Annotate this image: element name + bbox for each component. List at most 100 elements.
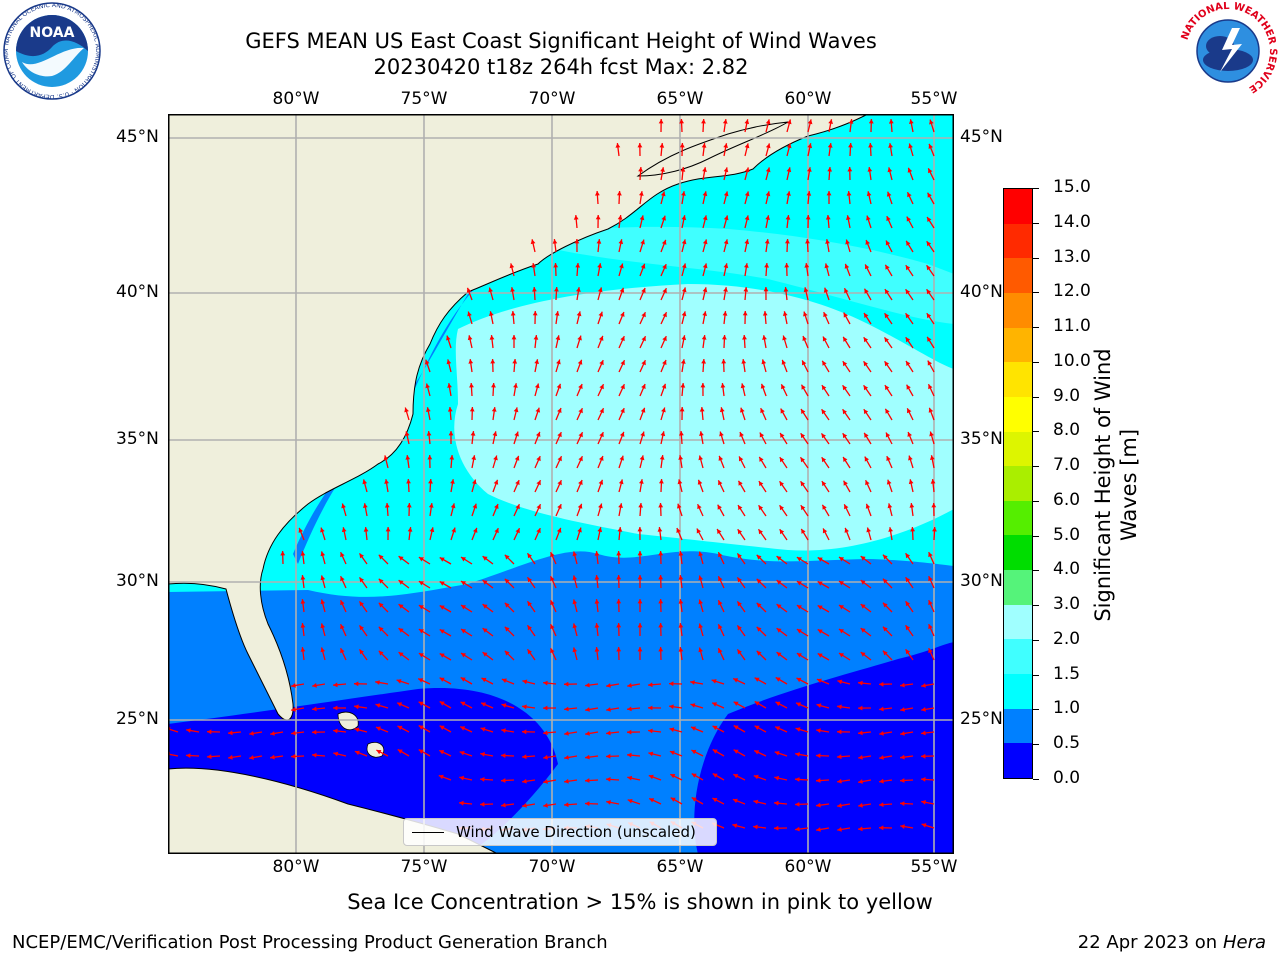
wave-arrow-head — [825, 239, 830, 244]
wave-arrow-head — [885, 408, 890, 414]
wave-arrow-head — [900, 754, 905, 760]
wave-arrow-head — [718, 480, 723, 486]
wave-arrow-head — [677, 479, 683, 485]
wave-arrow-head — [451, 527, 456, 533]
wave-arrow-head — [320, 623, 326, 629]
wave-arrow-head — [926, 241, 932, 247]
lat-label-left: 25°N — [116, 709, 159, 729]
lon-label-top: 70°W — [528, 89, 576, 109]
wave-arrow-head — [795, 752, 800, 757]
wave-arrow-head — [578, 408, 583, 414]
wave-arrow-head — [527, 553, 532, 559]
wave-arrow-head — [723, 167, 729, 173]
wave-arrow-head — [363, 503, 368, 508]
colorbar-tick-mark — [1033, 188, 1039, 189]
wave-arrow-head — [340, 624, 345, 630]
wave-arrow-head — [354, 681, 359, 687]
wave-arrow-head — [564, 778, 569, 784]
colorbar-tick-label: 4.0 — [1053, 559, 1081, 580]
colorbar-segment — [1004, 569, 1032, 605]
wave-arrow-head — [564, 731, 569, 736]
wave-arrow-head — [341, 503, 346, 509]
wave-arrow-head — [926, 265, 931, 271]
wave-arrow-head — [711, 679, 717, 684]
lon-label-bottom: 80°W — [272, 857, 320, 877]
wave-arrow-head — [620, 312, 625, 317]
wave-arrow-head — [845, 239, 850, 245]
colorbar-tick-label: 9.0 — [1053, 385, 1081, 406]
wave-arrow-head — [882, 578, 888, 584]
wave-arrow-head — [821, 481, 827, 487]
wave-arrow-head — [700, 383, 706, 388]
wave-arrow-head — [847, 167, 853, 172]
wave-arrow-head — [905, 625, 911, 631]
wave-arrow-head — [312, 706, 317, 712]
wave-arrow-head — [865, 240, 870, 245]
wave-arrow-head — [534, 383, 540, 389]
wave-arrow-head — [320, 527, 325, 533]
legend-line-sample — [412, 832, 444, 833]
wave-arrow-head — [776, 604, 782, 609]
wave-arrow-head — [921, 707, 926, 712]
wave-arrow-head — [300, 647, 306, 652]
wave-arrow-head — [425, 383, 430, 389]
wave-arrow-head — [756, 578, 762, 584]
wave-arrow-head — [698, 575, 703, 581]
wave-arrow-head — [554, 311, 560, 316]
lon-label-top: 75°W — [400, 89, 448, 109]
wave-arrow-head — [207, 754, 212, 759]
wave-arrow-head — [619, 431, 625, 437]
wave-arrow-head — [396, 679, 402, 684]
wave-arrow-head — [599, 456, 604, 461]
wave-arrow-shaft — [168, 753, 179, 757]
wave-arrow-head — [509, 263, 515, 269]
wave-arrow-head — [805, 215, 811, 220]
wave-arrow-head — [597, 287, 603, 293]
wave-arrow-head — [865, 480, 870, 486]
wave-arrow-head — [865, 264, 870, 270]
colorbar-tick-label: 2.0 — [1053, 628, 1081, 649]
lon-label-bottom: 55°W — [910, 857, 958, 877]
wave-arrow-head — [492, 431, 498, 437]
wave-arrow-head — [556, 527, 562, 533]
wave-arrow-head — [648, 682, 653, 688]
wave-arrow-head — [807, 119, 813, 125]
wave-arrow-head — [312, 683, 317, 688]
wave-arrow-head — [527, 601, 532, 607]
wave-arrow-head — [572, 551, 578, 557]
wave-arrow-head — [489, 311, 494, 316]
wave-arrow-head — [753, 799, 759, 805]
ocean-zone-mid — [498, 226, 954, 324]
wave-arrow-head — [699, 407, 705, 412]
wave-arrow-head — [480, 727, 486, 732]
wave-arrow-head — [839, 581, 844, 586]
wave-arrow-head — [846, 191, 852, 196]
wave-arrow-head — [882, 626, 888, 632]
lat-label-left: 40°N — [116, 282, 159, 302]
wave-arrow-head — [511, 335, 517, 340]
wave-arrow-head — [761, 359, 767, 365]
bahamas-island — [366, 741, 385, 758]
wave-arrow-head — [697, 479, 703, 485]
wave-arrow-head — [585, 801, 590, 806]
wave-arrow-head — [816, 678, 822, 683]
colorbar-tick-mark — [1033, 257, 1039, 259]
wave-arrow-head — [446, 359, 452, 365]
wave-arrow-head — [882, 602, 888, 608]
wave-arrow-head — [860, 556, 866, 561]
wave-arrow-head — [785, 215, 791, 220]
wave-arrow-head — [884, 337, 889, 343]
wave-arrow-head — [701, 359, 706, 364]
wave-arrow-head — [795, 802, 800, 807]
wave-arrow-head — [837, 679, 843, 685]
wave-arrow-head — [638, 167, 643, 172]
wave-arrow-head — [795, 727, 801, 732]
wave-arrow-head — [362, 479, 368, 485]
wave-arrow-head — [887, 167, 893, 173]
wave-arrow-head — [817, 581, 823, 586]
wave-arrow-head — [927, 360, 932, 366]
wave-arrow-head — [842, 409, 847, 415]
wave-arrow-head — [723, 215, 729, 221]
wave-arrow-head — [641, 384, 646, 389]
wave-arrow-head — [515, 504, 520, 510]
